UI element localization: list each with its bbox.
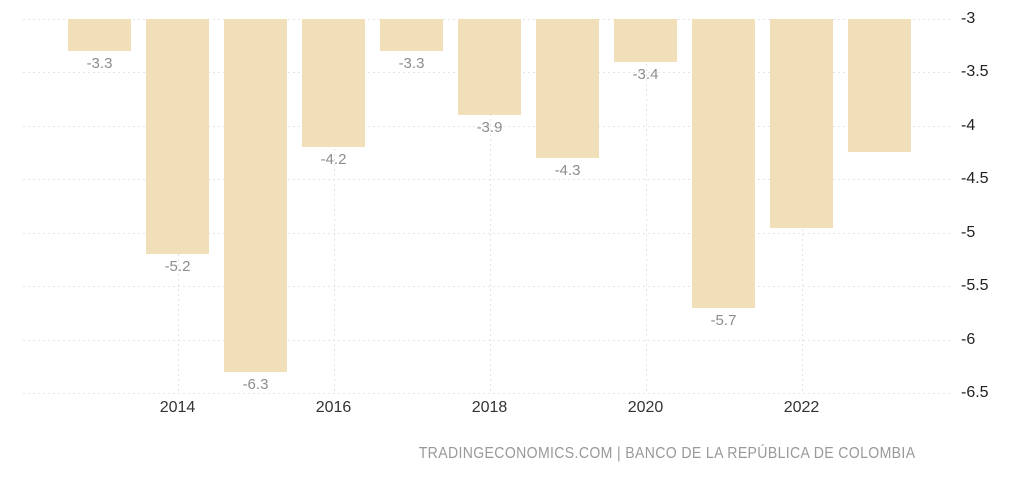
- y-axis-tick-label: -3: [961, 10, 976, 27]
- bar-value-label: -3.9: [476, 119, 503, 137]
- y-axis-tick-label: -5.5: [961, 277, 989, 295]
- gridline-horizontal: [23, 339, 950, 341]
- bar[interactable]: [848, 19, 911, 152]
- bar[interactable]: [302, 19, 365, 148]
- y-axis-tick-label: -6: [961, 330, 976, 348]
- bar[interactable]: [458, 19, 521, 116]
- bar[interactable]: [146, 19, 209, 255]
- gridline-horizontal: [23, 125, 950, 127]
- gridline-vertical: [645, 19, 647, 393]
- bar[interactable]: [692, 19, 755, 308]
- x-axis-tick-label: 2014: [159, 399, 196, 416]
- y-axis-tick-label: -4.5: [961, 170, 989, 188]
- x-axis-tick-label: 2018: [471, 399, 508, 416]
- bar-value-label: -6.3: [242, 375, 269, 393]
- gridline-horizontal: [23, 286, 950, 288]
- bar-value-label: -4.2: [320, 151, 347, 169]
- bar-value-label: -4.3: [554, 161, 581, 179]
- bar[interactable]: [68, 19, 131, 52]
- bar-value-label: -3.3: [86, 55, 113, 73]
- gridline-horizontal: [23, 179, 950, 181]
- bar[interactable]: [380, 19, 443, 52]
- bar[interactable]: [224, 19, 287, 372]
- bar-value-label: -5.2: [164, 258, 191, 276]
- gridline-vertical: [489, 19, 491, 393]
- y-axis-tick-label: -4: [961, 116, 976, 134]
- y-axis-tick-label: -3.5: [961, 63, 989, 81]
- gridline-vertical: [333, 19, 335, 393]
- x-axis-tick-label: 2022: [783, 399, 820, 416]
- bar-value-label: -5.7: [710, 311, 737, 329]
- bar-value-label: -3.3: [398, 55, 425, 73]
- y-axis-tick-label: -6.5: [961, 384, 989, 401]
- bar[interactable]: [536, 19, 599, 158]
- bar[interactable]: [614, 19, 677, 62]
- x-axis-tick-label: 2020: [627, 399, 664, 416]
- attribution-text: TRADINGECONOMICS.COM | BANCO DE LA REPÚB…: [418, 445, 915, 462]
- chart-attribution: TRADINGECONOMICS.COM | BANCO DE LA REPÚB…: [418, 445, 915, 463]
- bar[interactable]: [770, 19, 833, 229]
- gridline-horizontal: [23, 393, 950, 394]
- x-axis-tick-label: 2016: [315, 399, 352, 416]
- y-axis-tick-label: -5: [961, 223, 976, 241]
- gridline-horizontal: [23, 232, 950, 234]
- bar-value-label: -3.4: [632, 65, 659, 83]
